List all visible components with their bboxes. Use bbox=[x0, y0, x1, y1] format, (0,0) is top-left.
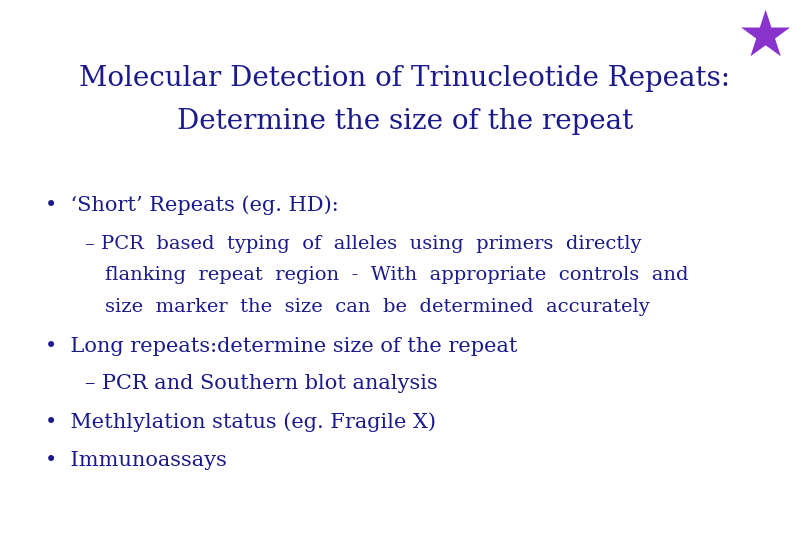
Text: •  Immunoassays: • Immunoassays bbox=[45, 450, 227, 470]
Text: – PCR and Southern blot analysis: – PCR and Southern blot analysis bbox=[85, 374, 437, 393]
Text: – PCR  based  typing  of  alleles  using  primers  directly: – PCR based typing of alleles using prim… bbox=[85, 235, 642, 253]
Text: •  ‘Short’ Repeats (eg. HD):: • ‘Short’ Repeats (eg. HD): bbox=[45, 195, 339, 215]
Text: •  Methlylation status (eg. Fragile X): • Methlylation status (eg. Fragile X) bbox=[45, 413, 436, 432]
Text: •  Long repeats:determine size of the repeat: • Long repeats:determine size of the rep… bbox=[45, 337, 517, 356]
Text: ★: ★ bbox=[737, 7, 794, 69]
Text: size  marker  the  size  can  be  determined  accurately: size marker the size can be determined a… bbox=[105, 298, 650, 316]
Text: Molecular Detection of Trinucleotide Repeats:: Molecular Detection of Trinucleotide Rep… bbox=[79, 65, 731, 92]
Text: Determine the size of the repeat: Determine the size of the repeat bbox=[177, 108, 633, 135]
Text: flanking  repeat  region  -  With  appropriate  controls  and: flanking repeat region - With appropriat… bbox=[105, 266, 688, 285]
